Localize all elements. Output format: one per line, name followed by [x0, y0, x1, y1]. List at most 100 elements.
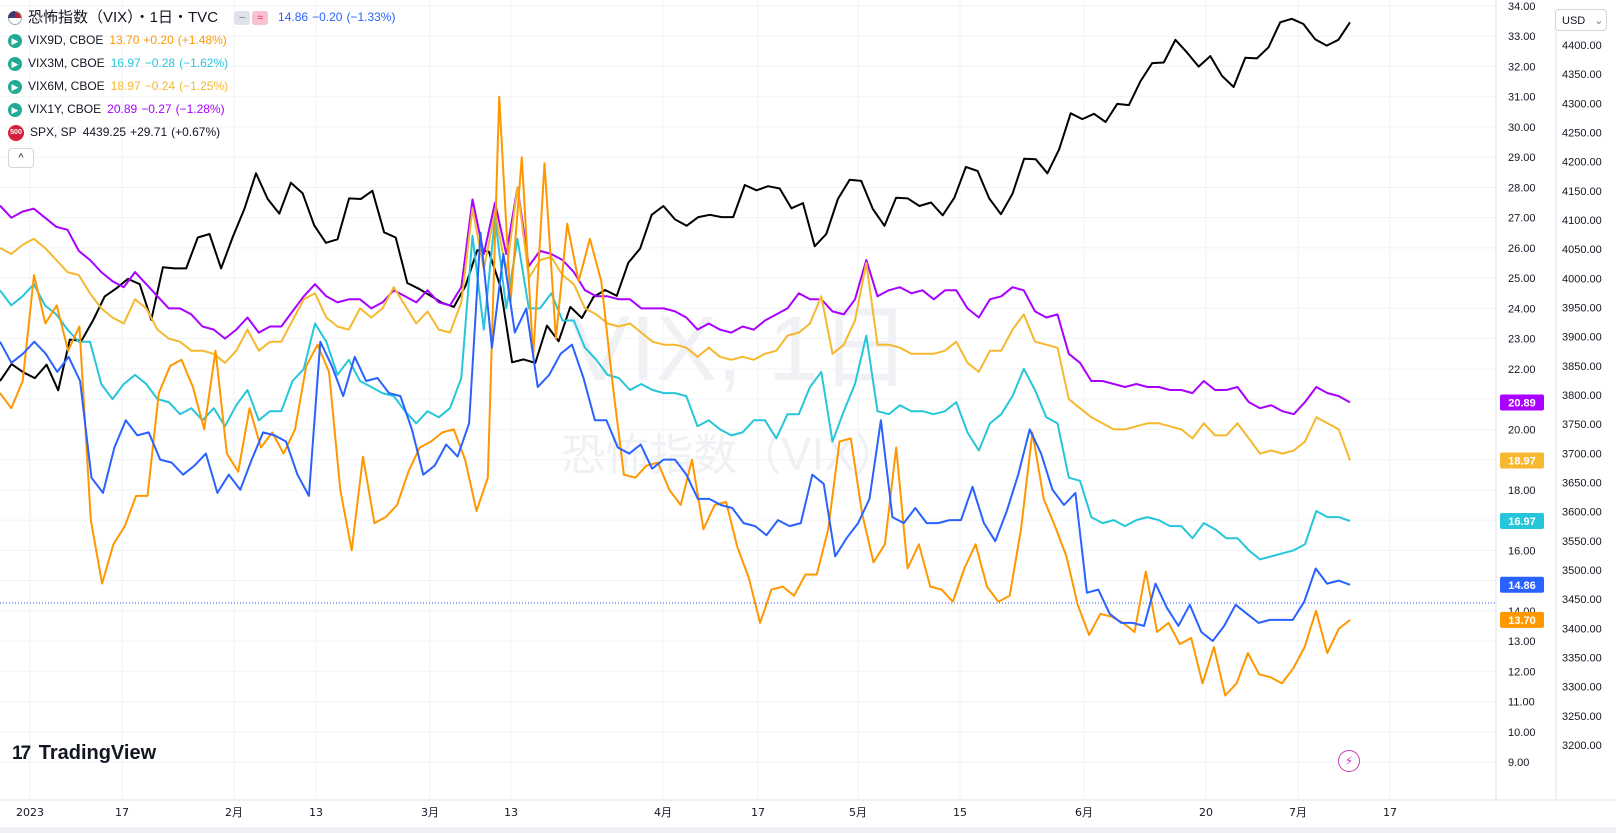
approx-icon[interactable]: ≈	[252, 10, 269, 25]
legend-last: 13.70	[109, 33, 140, 47]
last-value-badge	[1500, 611, 1544, 628]
left-axis-tick: 25.00	[1508, 273, 1536, 285]
legend-series-row[interactable]: ▶ VIX1Y, CBOE 20.89 −0.27 (−1.28%)	[8, 98, 399, 121]
right-axis-tick: 3250.00	[1562, 711, 1602, 723]
right-axis-tick: 3600.00	[1562, 507, 1602, 519]
right-axis-tick: 3850.00	[1562, 361, 1602, 373]
x-axis-tick: 3月	[421, 806, 439, 819]
right-axis-tick: 4050.00	[1562, 244, 1602, 256]
left-axis-tick: 34.00	[1508, 1, 1536, 13]
left-axis-tick: 12.00	[1508, 666, 1536, 678]
last-value-badge	[1500, 394, 1544, 411]
x-axis-tick: 17	[751, 806, 765, 819]
axis-labels: 9.0010.0011.0012.0013.0014.0015.0016.001…	[16, 1, 1602, 819]
legend-last: 4439.25	[82, 125, 127, 139]
left-axis-tick: 24.00	[1508, 303, 1536, 315]
play-arrow-icon: ▶	[8, 79, 22, 94]
chart-grid	[0, 0, 1496, 800]
symbol-watermark: VIX, 1日 恐怖指数（VIX）	[561, 298, 911, 481]
x-axis-tick: 7月	[1289, 806, 1307, 819]
main-pct: (−1.33%)	[346, 10, 396, 24]
left-axis-tick: 23.00	[1508, 334, 1536, 346]
legend-symbol: VIX9D, CBOE	[28, 33, 104, 47]
right-axis-tick: 3450.00	[1562, 594, 1602, 606]
legend-series-list: ▶ VIX9D, CBOE 13.70 +0.20 (+1.48%) ▶ VIX3M, CB…	[8, 29, 399, 144]
right-axis-tick: 3550.00	[1562, 536, 1602, 548]
x-axis-tick: 2月	[225, 806, 243, 819]
left-axis-tick: 20.00	[1508, 424, 1536, 436]
left-axis-tick: 31.00	[1508, 92, 1536, 104]
legend-series-row[interactable]: 500 SPX, SP 4439.25 +29.71 (+0.67%)	[8, 121, 399, 144]
x-axis-tick: 13	[504, 806, 518, 819]
legend-change: −0.24	[144, 79, 176, 93]
legend-main[interactable]: 恐怖指数（VIX）・1日・TVC − ≈ 14.86 −0.20 (−1.33%…	[8, 6, 399, 29]
last-value-label: 20.89	[1508, 397, 1536, 409]
main-last: 14.86	[278, 10, 309, 24]
right-axis-tick: 3750.00	[1562, 419, 1602, 431]
legend-series-row[interactable]: ▶ VIX3M, CBOE 16.97 −0.28 (−1.62%)	[8, 52, 399, 75]
main-change: −0.20	[312, 10, 343, 24]
legend-last: 20.89	[107, 102, 138, 116]
legend-series-row[interactable]: ▶ VIX6M, CBOE 18.97 −0.24 (−1.25%)	[8, 75, 399, 98]
legend-last: 16.97	[110, 56, 141, 70]
legend-change: −0.28	[144, 56, 176, 70]
last-value-label: 16.97	[1508, 516, 1536, 528]
tradingview-wordmark: TradingView	[38, 742, 157, 764]
watermark-description: 恐怖指数（VIX）	[561, 430, 898, 481]
collapse-legend-button[interactable]: ^	[8, 148, 34, 168]
currency-select[interactable]: USD ⌄	[1555, 9, 1607, 31]
right-axis-tick: 4300.00	[1562, 98, 1602, 110]
legend-pct: (−1.28%)	[175, 102, 225, 116]
sp500-icon: 500	[8, 124, 24, 141]
tradingview-logo[interactable]: 17 TradingView	[12, 742, 156, 765]
chart-mode-chips[interactable]: − ≈	[234, 10, 270, 25]
legend-pct: (+1.48%)	[177, 33, 227, 47]
series-line	[0, 216, 1351, 561]
legend-change: −0.27	[141, 102, 172, 116]
legend-symbol: SPX, SP	[30, 125, 77, 139]
chevron-down-icon: ⌄	[1594, 15, 1604, 27]
play-arrow-icon: ▶	[8, 33, 22, 48]
play-arrow-icon: ▶	[8, 56, 22, 71]
right-axis-tick: 3700.00	[1562, 448, 1602, 460]
legend-change: +29.71	[130, 125, 168, 139]
left-axis-tick: 18.00	[1508, 485, 1536, 497]
x-axis-tick: 4月	[654, 806, 672, 819]
left-axis-tick: 27.00	[1508, 213, 1536, 225]
right-axis-tick: 4150.00	[1562, 186, 1602, 198]
last-value-label: 18.97	[1508, 456, 1536, 468]
series-line	[0, 95, 1351, 697]
lightning-icon[interactable]: ⚡	[1338, 750, 1360, 772]
minus-icon[interactable]: −	[234, 10, 251, 25]
right-axis-tick: 3900.00	[1562, 332, 1602, 344]
watermark-symbol: VIX, 1日	[569, 298, 912, 400]
series-line	[0, 231, 1351, 642]
main-symbol[interactable]: 恐怖指数（VIX）・1日・TVC	[28, 9, 219, 26]
left-axis-tick: 22.00	[1508, 364, 1536, 376]
right-axis-tick: 3300.00	[1562, 682, 1602, 694]
last-value-label: 14.86	[1508, 580, 1536, 592]
play-arrow-icon: ▶	[8, 102, 22, 117]
last-value-badge	[1500, 452, 1544, 469]
tradingview-mark-icon: 17	[12, 743, 31, 764]
left-axis-tick: 28.00	[1508, 182, 1536, 194]
series-line	[0, 186, 1351, 416]
right-axis-tick: 4200.00	[1562, 157, 1602, 169]
right-axis-tick: 3800.00	[1562, 390, 1602, 402]
right-axis-tick: 3950.00	[1562, 303, 1602, 315]
right-axis-tick: 3500.00	[1562, 565, 1602, 577]
x-axis-tick: 2023	[16, 806, 44, 819]
legend-symbol: VIX3M, CBOE	[28, 56, 105, 70]
left-axis-tick: 26.00	[1508, 243, 1536, 255]
x-axis-tick: 20	[1199, 806, 1213, 819]
legend-series-row[interactable]: ▶ VIX9D, CBOE 13.70 +0.20 (+1.48%)	[8, 29, 399, 52]
right-axis-tick: 4400.00	[1562, 40, 1602, 52]
series-line	[0, 17, 1351, 392]
legend-pct: (+0.67%)	[171, 125, 221, 139]
right-axis-tick: 4100.00	[1562, 215, 1602, 227]
legend-pct: (−1.62%)	[179, 56, 229, 70]
legend-change: +0.20	[143, 33, 174, 47]
last-value-badge	[1500, 512, 1544, 529]
chart-legend: 恐怖指数（VIX）・1日・TVC − ≈ 14.86 −0.20 (−1.33%…	[8, 6, 399, 168]
